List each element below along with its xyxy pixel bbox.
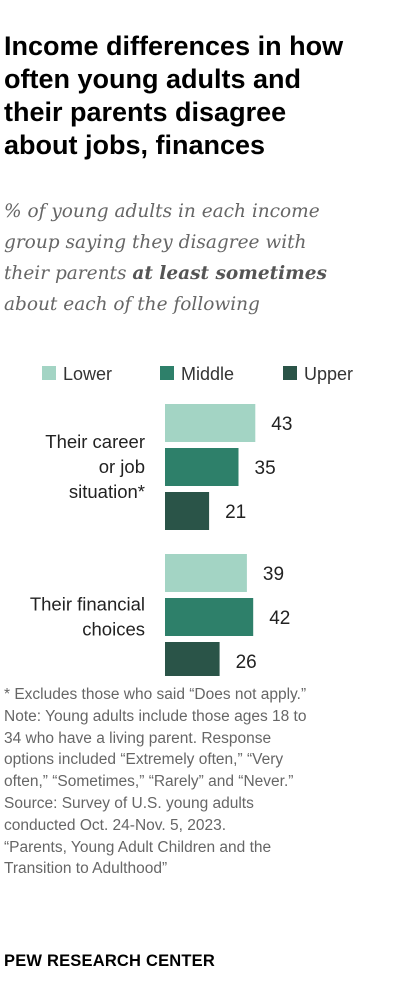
data-label: 43	[271, 414, 292, 435]
bar	[165, 448, 239, 486]
legend-swatch	[283, 366, 297, 380]
bar	[165, 642, 220, 676]
title-line: often young adults and	[4, 64, 301, 94]
legend-label: Upper	[304, 364, 353, 384]
bar-chart: Lower Middle Upper Their career or job situat…	[30, 364, 353, 676]
subtitle-line: group saying they disagree with	[4, 232, 307, 253]
title-line: about jobs, finances	[4, 130, 266, 160]
note-line: Note: Young adults include those ages 18…	[4, 707, 307, 725]
category-label: or job	[99, 456, 145, 477]
title-line: their parents disagree	[4, 97, 287, 127]
legend-swatch	[160, 366, 174, 380]
note-line: 34 who have a living parent. Response	[4, 729, 272, 747]
subtitle-line: % of young adults in each income	[4, 201, 320, 222]
note-line: options included “Extremely often,” “Ver…	[4, 751, 284, 769]
bar	[165, 598, 254, 636]
note-line: * Excludes those who said “Does not appl…	[4, 686, 307, 703]
legend-swatch	[42, 366, 56, 380]
chart-subtitle: % of young adults in each income group s…	[4, 196, 396, 320]
subtitle-line: about each of the following	[4, 294, 260, 315]
data-label: 42	[269, 608, 290, 629]
category-label: Their career	[45, 431, 145, 452]
data-label: 21	[225, 502, 246, 523]
chart-title: Income differences in how often young ad…	[4, 30, 396, 162]
category-label: choices	[82, 619, 145, 640]
legend-label: Middle	[181, 364, 234, 384]
note-line: Source: Survey of U.S. young adults	[4, 794, 254, 812]
title-line: Income differences in how	[4, 31, 344, 61]
note-line: conducted Oct. 24-Nov. 5, 2023.	[4, 816, 227, 834]
data-label: 26	[236, 652, 257, 673]
chart-notes: * Excludes those who said “Does not appl…	[4, 684, 398, 880]
bar	[165, 554, 247, 592]
data-label: 35	[255, 458, 276, 479]
legend-label: Lower	[63, 364, 112, 384]
data-label: 39	[263, 564, 284, 585]
source-label: PEW RESEARCH CENTER	[4, 952, 215, 970]
bar	[165, 492, 210, 530]
category-label: situation*	[69, 481, 145, 502]
note-line: Transition to Adulthood”	[4, 860, 168, 878]
subtitle-emphasis: at least sometimes	[132, 263, 327, 284]
note-line: “Parents, Young Adult Children and the	[4, 838, 272, 856]
subtitle-line: their parents at least sometimes	[4, 258, 396, 289]
bar	[165, 404, 256, 442]
category-label: Their financial	[30, 594, 145, 615]
subtitle-text: their parents	[4, 263, 133, 284]
note-line: often,” “Sometimes,” “Rarely” and “Never…	[4, 773, 294, 791]
